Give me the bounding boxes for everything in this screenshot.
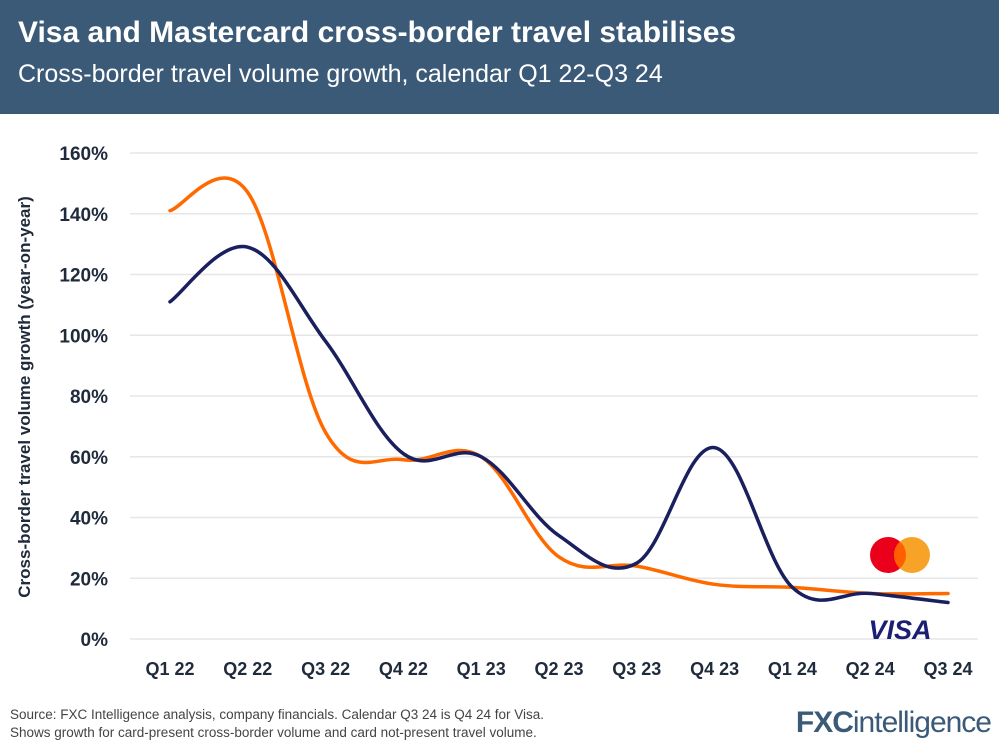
- mastercard-logo: [870, 537, 930, 573]
- x-tick-label: Q1 24: [768, 659, 817, 679]
- footer: Source: FXC Intelligence analysis, compa…: [10, 706, 544, 742]
- x-tick-label: Q4 22: [379, 659, 428, 679]
- source-note: Source: FXC Intelligence analysis, compa…: [10, 707, 545, 722]
- x-tick-label: Q1 23: [457, 659, 506, 679]
- x-tick-label: Q1 22: [145, 659, 194, 679]
- y-tick-label: 60%: [70, 448, 108, 469]
- y-axis-label: Cross-border travel volume growth (year-…: [15, 196, 34, 597]
- x-tick-label: Q4 23: [690, 659, 739, 679]
- series-line-mastercard: [168, 176, 950, 596]
- y-tick-label: 100%: [59, 326, 108, 347]
- chart-title: Visa and Mastercard cross-border travel …: [18, 16, 737, 49]
- visa-logo: VISA: [868, 615, 931, 645]
- x-tick-label: Q3 22: [301, 659, 350, 679]
- y-tick-label: 140%: [59, 205, 108, 226]
- y-tick-label: 40%: [70, 509, 108, 530]
- y-tick-label: 80%: [70, 387, 108, 408]
- method-note: Shows growth for card-present cross-bord…: [10, 725, 537, 740]
- y-tick-label: 120%: [59, 266, 108, 287]
- line-chart: 0% 20% 40% 60% 80% 100% 120% 140% 160% Q1 22 Q2 2…: [15, 144, 978, 679]
- x-tick-label: Q2 24: [846, 659, 895, 679]
- x-tick-label: Q2 23: [534, 659, 583, 679]
- x-tick-label: Q2 22: [223, 659, 272, 679]
- series-line-visa: [168, 244, 950, 605]
- header: Visa and Mastercard cross-border travel …: [0, 0, 999, 114]
- x-tick-label: Q3 23: [612, 659, 661, 679]
- x-tick-label: Q3 24: [923, 659, 972, 679]
- chart-subtitle: Cross-border travel volume growth, calen…: [18, 60, 663, 88]
- y-tick-label: 20%: [70, 569, 108, 590]
- y-tick-label: 0%: [81, 630, 109, 651]
- y-tick-label: 160%: [59, 144, 108, 165]
- fxc-logo: FXCintelligence: [795, 706, 992, 739]
